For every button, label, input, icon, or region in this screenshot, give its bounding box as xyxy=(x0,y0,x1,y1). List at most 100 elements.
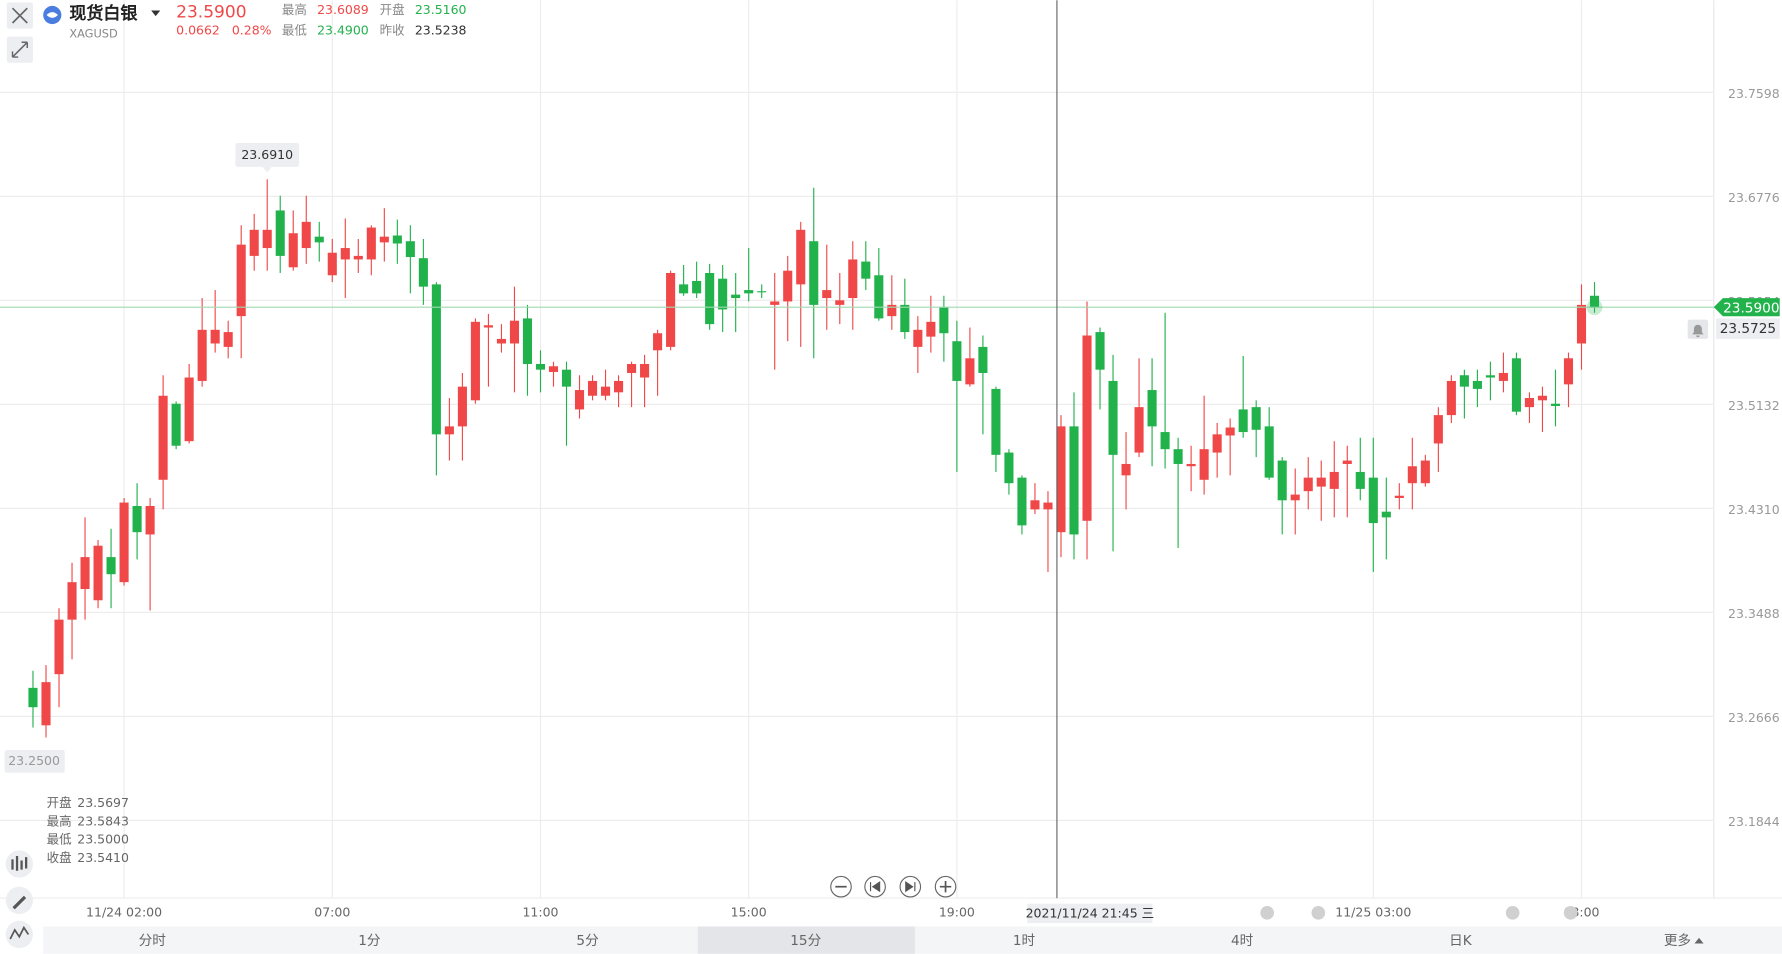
crosshair-box xyxy=(1027,903,1153,924)
candle-body xyxy=(1368,477,1378,524)
stat-value: 23.5160 xyxy=(415,2,467,17)
panel-value: 23.5410 xyxy=(77,850,129,865)
candle-body xyxy=(1004,452,1014,484)
candle-body xyxy=(705,272,715,325)
candle-body xyxy=(132,505,142,533)
candle-body xyxy=(587,380,598,396)
candle-body xyxy=(1576,304,1587,344)
panel-label: 收盘 xyxy=(47,850,72,865)
candle-body xyxy=(522,318,533,364)
y-tick-label: 23.1844 xyxy=(1728,814,1780,829)
tab[interactable]: 分时 xyxy=(139,933,167,949)
candle-body xyxy=(822,290,832,299)
tab[interactable]: 日K xyxy=(1449,933,1473,949)
y-tick-label: 23.5132 xyxy=(1728,398,1780,413)
panel-value: 23.5843 xyxy=(77,813,129,828)
candle-body xyxy=(301,221,311,249)
candle-body xyxy=(1433,415,1443,444)
candle-body xyxy=(757,291,767,293)
candle-body xyxy=(692,280,702,294)
candle-body xyxy=(470,321,480,401)
tab[interactable]: 15分 xyxy=(790,933,821,949)
candle-body xyxy=(1056,426,1066,533)
candle-body xyxy=(640,363,650,378)
y-tick-label: 23.3488 xyxy=(1728,606,1780,621)
candle-body xyxy=(288,233,298,268)
stat-label: 最低 xyxy=(282,22,308,37)
candle-body xyxy=(509,320,520,344)
candle-body xyxy=(926,321,936,337)
candle-body xyxy=(809,241,819,305)
candle-body xyxy=(1420,460,1430,484)
tabs: 分时 1分 5分 15分 1时 4时 日K 更多 xyxy=(139,926,1704,954)
candle-body xyxy=(1108,380,1118,455)
candle-body xyxy=(796,229,806,285)
dropdown-caret[interactable] xyxy=(151,10,161,17)
candle-body xyxy=(861,261,871,279)
candle-body xyxy=(366,227,376,260)
candle-body xyxy=(1030,500,1040,510)
instrument-name[interactable]: 现货白银 xyxy=(69,3,138,24)
candle-body xyxy=(1212,434,1222,453)
y-tick-label: 23.7598 xyxy=(1728,86,1780,101)
candle-body xyxy=(783,270,793,302)
candle-body xyxy=(978,346,988,373)
tab[interactable]: 更多 xyxy=(1664,932,1691,949)
candle-body xyxy=(1147,390,1157,427)
high-label-box xyxy=(235,142,300,167)
candle-body xyxy=(1251,407,1261,430)
candle-body xyxy=(1524,398,1534,408)
candle-body xyxy=(535,363,546,370)
event-marker[interactable] xyxy=(1260,906,1274,920)
plot: 23.759823.677623.595423.513223.431023.34… xyxy=(0,0,1780,919)
candle-type-button[interactable] xyxy=(5,850,33,878)
candle-body xyxy=(93,545,103,601)
x-tick-label: 15:00 xyxy=(731,904,767,919)
candle-body xyxy=(1186,463,1196,467)
x-tick-label: 07:00 xyxy=(314,904,350,919)
candle-body xyxy=(41,682,51,726)
symbol: XAGUSD xyxy=(69,26,118,40)
candle-body xyxy=(379,236,389,243)
x-tick-label: 11/25 03:00 xyxy=(1335,904,1411,919)
high-label: 23.6910 xyxy=(241,147,293,162)
stat-label: 昨收 xyxy=(380,22,406,37)
candle-body xyxy=(1459,375,1469,387)
candle-body xyxy=(483,325,493,328)
candle-body xyxy=(1017,477,1027,526)
candle-body xyxy=(1225,427,1235,436)
price: 23.5900 xyxy=(176,3,246,23)
candle-body xyxy=(1511,358,1521,412)
close-icon xyxy=(11,7,28,24)
candle-body xyxy=(392,235,402,244)
candle-body xyxy=(1290,494,1300,501)
change-pct: 0.28% xyxy=(232,22,272,37)
event-markers xyxy=(1260,906,1578,920)
tab[interactable]: 4时 xyxy=(1231,933,1254,949)
candle-body xyxy=(965,358,975,385)
candle-body xyxy=(1134,407,1144,453)
candle-body xyxy=(1095,332,1105,370)
candle-body xyxy=(80,557,90,590)
candle-body xyxy=(431,284,441,435)
event-marker[interactable] xyxy=(1563,906,1578,920)
indicator-button[interactable] xyxy=(5,920,33,949)
event-marker[interactable] xyxy=(1505,906,1520,920)
change: 0.0662 xyxy=(176,22,220,37)
zoom-in-icon xyxy=(939,881,952,893)
tab[interactable]: 5分 xyxy=(576,933,599,949)
candle-body xyxy=(731,294,741,299)
event-marker[interactable] xyxy=(1311,906,1326,920)
indicator-icon xyxy=(9,925,30,940)
candle-body xyxy=(1342,460,1352,464)
candle-body xyxy=(327,252,337,276)
scroll-start-icon xyxy=(869,881,881,893)
candle-body xyxy=(1485,375,1495,378)
tab[interactable]: 1时 xyxy=(1013,933,1036,949)
tab[interactable]: 1分 xyxy=(358,933,381,949)
candle-body xyxy=(119,502,129,583)
stat-label: 开盘 xyxy=(380,2,405,17)
candle-body xyxy=(184,377,194,442)
candle-body xyxy=(835,300,845,305)
